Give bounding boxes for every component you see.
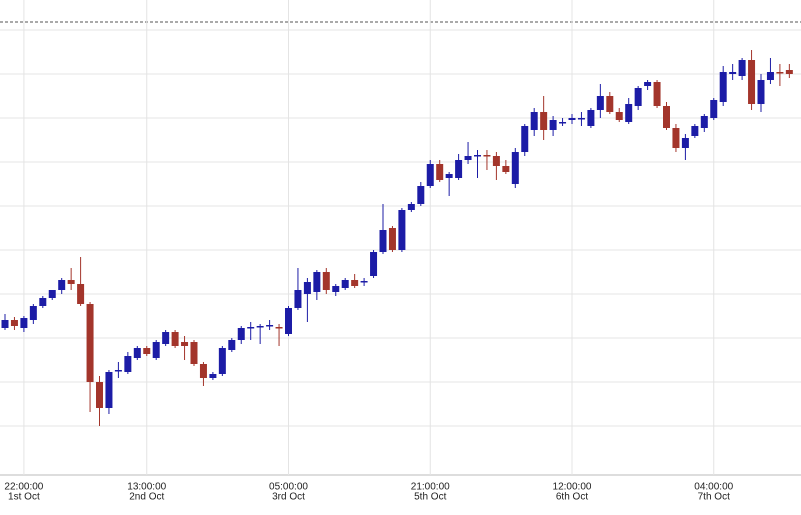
candle-body — [77, 284, 85, 304]
candle-body — [436, 164, 444, 180]
candle-body — [606, 96, 614, 112]
x-tick-label: 05:00:00 — [269, 482, 308, 493]
candle-body — [549, 120, 557, 130]
candle-body — [285, 308, 292, 334]
candle-body — [766, 72, 774, 80]
candle-body — [577, 118, 585, 120]
candle-body — [256, 326, 264, 328]
candle-body — [360, 281, 368, 283]
candle-body — [587, 110, 595, 126]
candle-body — [1, 320, 9, 328]
candle-body — [748, 60, 756, 104]
candle-body — [29, 306, 37, 320]
candle-body — [691, 126, 699, 136]
x-tick-date: 5th Oct — [414, 492, 446, 503]
candle-body — [615, 112, 623, 120]
candle-body — [596, 96, 604, 110]
candle-body — [303, 282, 311, 294]
candle-body — [322, 272, 330, 290]
candle-body — [776, 72, 784, 74]
candle-body — [464, 156, 472, 160]
candle-body — [351, 280, 359, 286]
candle-body — [417, 186, 425, 204]
candle-body — [96, 382, 103, 408]
candle-body — [143, 348, 151, 354]
candle-body — [39, 298, 47, 306]
x-tick-date: 1st Oct — [8, 492, 40, 503]
candle-body — [209, 374, 217, 378]
candle-body — [644, 82, 652, 86]
x-tick-label: 04:00:00 — [694, 482, 733, 493]
candle-body — [530, 112, 538, 130]
candle-body — [370, 252, 378, 276]
candle-body — [483, 155, 491, 157]
candle-body — [199, 364, 207, 378]
candle-body — [634, 88, 642, 106]
x-tick-date: 3rd Oct — [272, 492, 305, 503]
x-tick-label: 12:00:00 — [553, 482, 592, 493]
candle-body — [247, 327, 255, 329]
candle-body — [663, 106, 670, 128]
candle-body — [672, 128, 680, 148]
candle-body — [58, 280, 66, 290]
candle-body — [653, 82, 661, 106]
candle-body — [48, 290, 56, 298]
candle-body — [540, 112, 548, 130]
candle-body — [445, 174, 453, 178]
candle-body — [114, 370, 122, 372]
x-tick-label: 21:00:00 — [411, 482, 450, 493]
x-tick-date: 6th Oct — [556, 492, 588, 503]
candle-body — [625, 104, 633, 122]
candle-body — [181, 342, 189, 346]
candle-body — [10, 320, 18, 326]
candle-body — [502, 166, 510, 172]
candle-body — [275, 327, 283, 329]
candle-body — [105, 372, 113, 408]
candle-body — [474, 155, 481, 157]
candle-body — [559, 122, 567, 124]
candle-body — [86, 304, 94, 382]
candle-body — [568, 118, 576, 120]
candle-body — [785, 70, 793, 74]
candle-body — [757, 80, 765, 104]
candle-body — [379, 230, 387, 252]
candle-body — [171, 332, 179, 346]
candle-body — [237, 328, 245, 340]
candle-body — [133, 348, 141, 358]
candle-body — [388, 228, 396, 250]
candle-body — [719, 72, 727, 102]
candle-body — [266, 325, 274, 327]
candle-body — [20, 318, 28, 328]
candle-body — [162, 332, 170, 344]
candle-body — [710, 100, 718, 118]
candle-body — [521, 126, 529, 152]
candle-body — [190, 342, 198, 364]
candle-body — [398, 210, 406, 250]
candle-body — [407, 204, 415, 210]
candle-body — [313, 272, 321, 292]
candle-body — [152, 342, 160, 358]
candle-body — [341, 280, 349, 288]
x-tick-label: 13:00:00 — [127, 482, 166, 493]
x-tick-date: 2nd Oct — [129, 492, 164, 503]
candle-body — [67, 280, 75, 284]
candle-body — [729, 72, 737, 74]
candle-body — [426, 164, 434, 186]
candle-body — [294, 290, 302, 308]
candle-body — [218, 348, 226, 374]
candle-body — [738, 60, 746, 76]
candle-body — [124, 356, 132, 372]
candle-body — [511, 152, 519, 184]
candle-body — [228, 340, 236, 350]
candle-body — [332, 286, 340, 292]
x-tick-label: 22:00:00 — [4, 482, 43, 493]
candle-body — [455, 160, 463, 178]
x-tick-date: 7th Oct — [698, 492, 730, 503]
candle-body — [681, 138, 689, 148]
candle-body — [700, 116, 708, 128]
candle-body — [492, 156, 500, 166]
